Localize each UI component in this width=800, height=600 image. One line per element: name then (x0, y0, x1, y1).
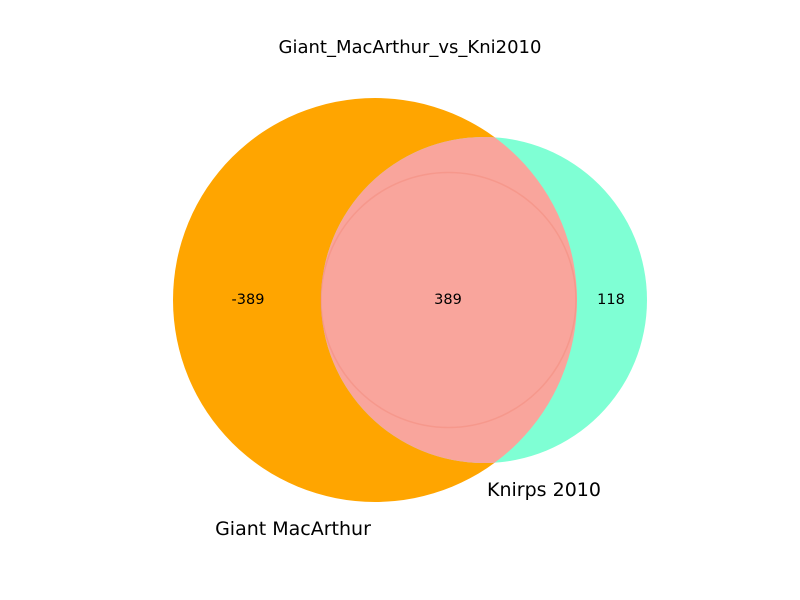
region-label-intersection: 389 (434, 292, 462, 308)
set-label-knirps-2010: Knirps 2010 (487, 479, 601, 501)
chart-title: Giant_MacArthur_vs_Kni2010 (279, 37, 542, 58)
region-label-only-giant-macarthur: -389 (232, 292, 265, 308)
intersection-outline (320, 171, 577, 429)
region-label-only-knirps-2010: 118 (597, 292, 625, 308)
set-label-giant-macarthur: Giant MacArthur (215, 518, 371, 540)
